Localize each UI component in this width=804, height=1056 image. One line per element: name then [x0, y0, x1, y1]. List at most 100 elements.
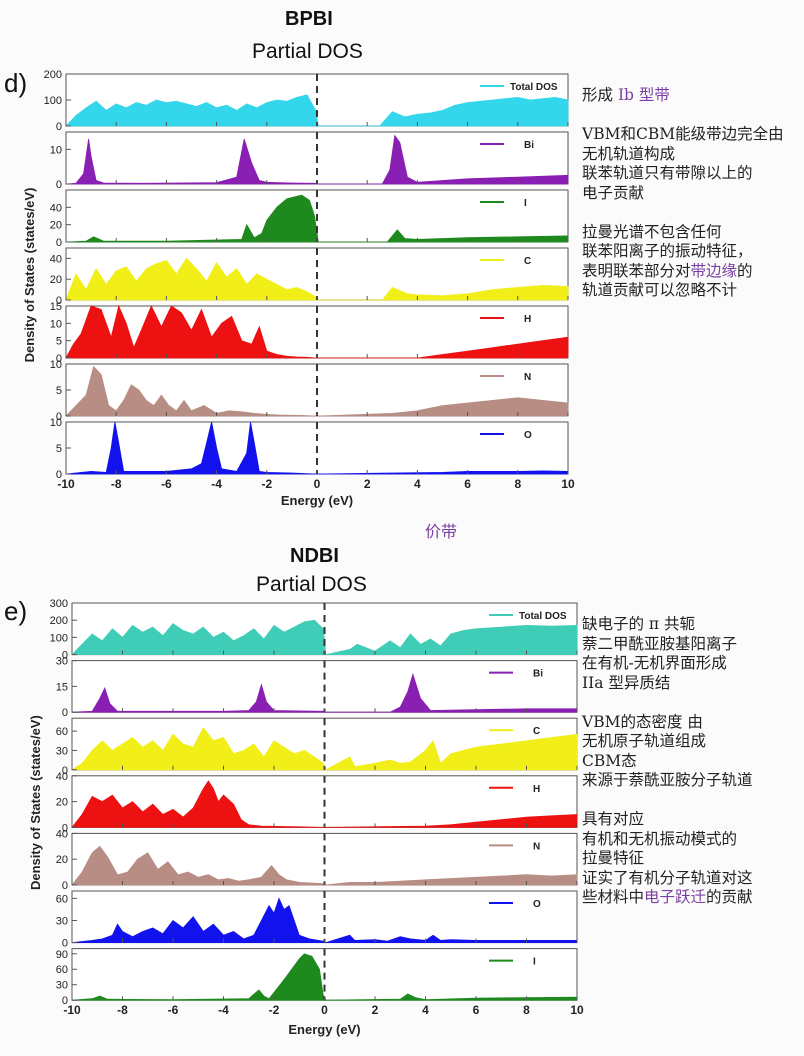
note-highlight: Ib 型带: [617, 86, 670, 104]
dos-area-total-dos: [71, 619, 578, 656]
note-text: CBM态: [582, 751, 637, 770]
dos-panel: 0 20 40 N: [56, 828, 578, 892]
note-text: 证实了有机分子轨道对这: [582, 868, 753, 887]
y-tick-label: 100: [44, 95, 62, 107]
dos-panel: 0 30 60 90 I -10 -8 -6 -4 -2 0 2 4 6 8 10: [56, 948, 584, 1017]
y-axis-label: Density of States (states/eV): [22, 188, 37, 363]
note-line: 联苯阳离子的振动特征，: [582, 242, 784, 262]
y-tick-label: 10: [50, 417, 62, 429]
note-text: 无机轨道构成: [582, 144, 676, 163]
x-tick-label: 2: [364, 477, 371, 491]
x-tick-label: 6: [473, 1003, 480, 1017]
x-tick-label: -8: [117, 1003, 128, 1017]
note-text: 表明联苯部分对: [582, 261, 691, 280]
title-bottom: NDBI: [290, 545, 339, 567]
note-line: 证实了有机分子轨道对这: [582, 869, 753, 889]
x-tick-label: 4: [414, 477, 421, 491]
legend-label: N: [533, 841, 540, 852]
note-text: 拉曼特征: [582, 849, 645, 867]
annotation-valence-band: 价带: [425, 522, 458, 541]
y-tick-label: 5: [56, 385, 62, 397]
note-line: [582, 203, 784, 223]
legend-label: O: [533, 899, 541, 910]
legend-label: I: [533, 957, 536, 968]
note-line: [582, 106, 784, 126]
x-tick-label: -2: [261, 477, 272, 491]
x-tick-label: 6: [464, 477, 471, 491]
note-line: CBM态: [582, 752, 753, 772]
dos-area-h: [65, 304, 569, 359]
dos-panel: 0 10 Bi: [50, 131, 569, 191]
x-tick-label: 4: [422, 1003, 429, 1017]
x-tick-label: 10: [570, 1003, 584, 1017]
x-tick-label: -4: [218, 1003, 229, 1017]
y-tick-label: 15: [56, 681, 68, 693]
panel-label-d: d): [4, 68, 28, 98]
y-tick-label: 5: [56, 443, 62, 455]
y-tick-label: 10: [50, 359, 62, 371]
legend-label: N: [524, 372, 531, 383]
subtitle-bottom: Partial DOS: [256, 573, 367, 596]
note-line: 形成 Ib 型带: [582, 86, 784, 106]
dos-area-i: [65, 194, 569, 243]
title-top: BPBI: [285, 8, 333, 30]
note-text: VBM和CBM能级带边完全由: [582, 125, 784, 143]
note-text: 来源于萘酰亚胺分子轨道: [582, 771, 753, 789]
legend-label: Bi: [533, 669, 543, 680]
note-line: 轨道贡献可以忽略不计: [582, 281, 784, 301]
note-line: [582, 693, 753, 713]
y-tick-label: 60: [56, 893, 68, 905]
y-tick-label: 0: [56, 179, 62, 191]
x-tick-label: -8: [111, 477, 122, 491]
note-line: 无机原子轨道组成: [582, 732, 753, 752]
y-tick-label: 10: [50, 144, 62, 156]
note-highlight: 电子跃迁: [644, 888, 707, 906]
dos-panel: 0 20 40 H: [56, 771, 578, 834]
dos-panel: 0 100 200 Total DOS: [44, 69, 569, 133]
y-tick-label: 0: [56, 469, 62, 481]
dos-area-c: [70, 727, 578, 771]
note-line: 具有对应: [582, 810, 753, 830]
x-tick-label: 0: [321, 1003, 328, 1017]
dos-area-i: [71, 953, 578, 1001]
annotation-notes-top: 形成 Ib 型带 VBM和CBM能级带边完全由 无机轨道构成 联苯轨道只有带隙以上的…: [582, 86, 784, 301]
note-line: 缺电子的 π 共轭: [582, 615, 753, 635]
legend-label: H: [533, 784, 540, 795]
subtitle-top: Partial DOS: [252, 40, 363, 63]
note-text: 联苯轨道只有带隙以上的: [582, 164, 753, 182]
dos-area-total-dos: [65, 94, 569, 127]
note-line: 电子贡献: [582, 184, 784, 204]
x-tick-label: -10: [63, 1003, 81, 1017]
note-text: 轨道贡献可以忽略不计: [582, 281, 738, 299]
dos-area-c: [65, 257, 569, 301]
x-tick-label: -6: [161, 477, 172, 491]
dos-panel: 0 100 200 300 Total DOS: [50, 598, 578, 662]
note-line: IIa 型异质结: [582, 674, 753, 694]
note-line: 在有机-无机界面形成: [582, 654, 753, 674]
legend-label: I: [524, 198, 527, 209]
x-tick-label: 0: [314, 477, 321, 491]
note-text: IIa 型异质结: [582, 673, 671, 692]
x-tick-label: 8: [523, 1003, 530, 1017]
y-tick-label: 20: [56, 797, 68, 809]
x-tick-label: -6: [168, 1003, 179, 1017]
y-tick-label: 0: [56, 353, 62, 365]
note-line: 来源于萘酰亚胺分子轨道: [582, 771, 753, 791]
y-tick-label: 200: [44, 69, 62, 81]
note-text: 萘二甲酰亚胺基阳离子: [582, 634, 738, 653]
note-line: VBM和CBM能级带边完全由: [582, 125, 784, 145]
dos-panel: 0 5 10 15 H: [50, 301, 569, 365]
y-tick-label: 0: [62, 938, 68, 950]
y-tick-label: 30: [56, 980, 68, 992]
y-tick-label: 20: [56, 854, 68, 866]
y-tick-label: 100: [50, 632, 68, 644]
note-text: 的贡献: [706, 888, 753, 906]
annotation-notes-bottom: 缺电子的 π 共轭 萘二甲酰亚胺基阳离子 在有机-无机界面形成 IIa 型异质结 VB…: [582, 615, 753, 908]
dos-panel: 0 30 60 O: [56, 890, 578, 950]
legend-label: C: [524, 256, 531, 267]
legend-label: H: [524, 314, 531, 325]
x-tick-label: -2: [269, 1003, 280, 1017]
x-tick-label: -4: [211, 477, 222, 491]
